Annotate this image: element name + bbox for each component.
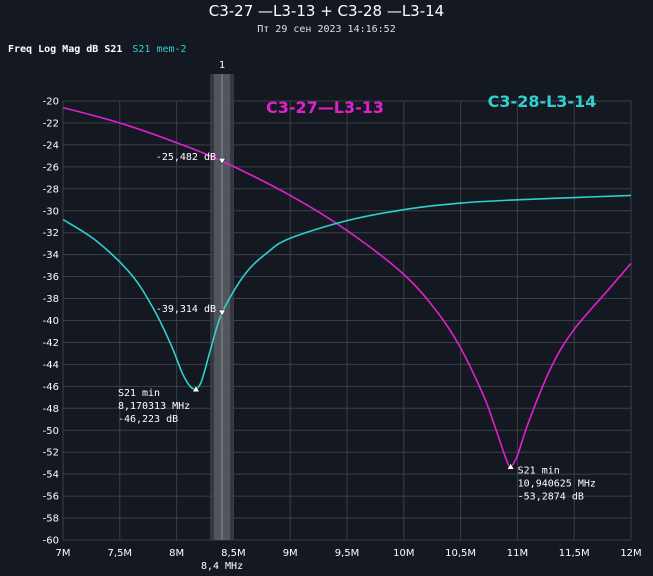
x-tick-label: 9M <box>283 548 298 559</box>
chart-grid <box>62 100 632 541</box>
y-tick-label: -48 <box>43 404 59 415</box>
marker-frequency: 8,4 MHz <box>201 561 243 572</box>
x-tick-label: 10M <box>393 548 414 559</box>
y-tick-label: -32 <box>43 228 59 239</box>
x-tick-label: 10,5M <box>445 548 476 559</box>
series-line-c3-28-l3-14 <box>62 194 632 390</box>
y-tick-label: -54 <box>43 470 59 481</box>
y-tick-label: -56 <box>43 492 59 503</box>
memory-trace-label: S21 mem-2 <box>132 44 187 55</box>
y-tick-label: -30 <box>43 206 59 217</box>
chart-timestamp: Пт 29 сен 2023 14:16:52 <box>257 24 396 35</box>
y-tick-label: -50 <box>43 426 59 437</box>
min-annotation: S21 min 10,940625 MHz -53,2874 dB <box>518 465 596 502</box>
y-tick-label: -40 <box>43 316 59 327</box>
min-annotation-line: 8,170313 MHz <box>118 401 190 412</box>
marker-value-label: -25,482 dB <box>156 152 216 163</box>
y-tick-label: -26 <box>43 162 59 173</box>
measurement-format-label: Freq Log Mag dB S21 <box>8 44 123 55</box>
marker-value-label: -39,314 dB <box>156 304 216 315</box>
marker-number: 1 <box>219 60 225 71</box>
marker-point <box>218 309 226 317</box>
min-annotation-line: -53,2874 dB <box>518 491 584 502</box>
min-annotation-line: S21 min <box>518 465 560 476</box>
y-tick-label: -22 <box>43 118 59 129</box>
y-tick-label: -28 <box>43 184 59 195</box>
y-tick-label: -36 <box>43 272 59 283</box>
marker-point <box>218 157 226 165</box>
y-axis-ticks: -20 -22 -24 -26 -28 -30 -32 -34 -36 -38 -40 -42 -44 -… <box>43 97 59 547</box>
series-name-c3-27-l3-13: C3-27—L3-13 <box>266 98 384 117</box>
x-tick-label: 7M <box>56 548 71 559</box>
x-axis-ticks: 7M 7,5M 8M 8,5M 9M 9,5M 10M 10,5M 11M 11,5M 12M <box>56 548 642 559</box>
min-annotation-line: -46,223 dB <box>118 414 178 425</box>
x-tick-label: 8,5M <box>221 548 246 559</box>
min-annotation: S21 min 8,170313 MHz -46,223 dB <box>118 388 190 425</box>
min-annotation-line: S21 min <box>118 388 160 399</box>
min-annotation-line: 10,940625 MHz <box>518 478 596 489</box>
x-tick-label: 9,5M <box>335 548 360 559</box>
marker-1[interactable]: 1 8,4 MHz <box>201 60 243 572</box>
y-tick-label: -60 <box>43 536 59 547</box>
min-point <box>192 385 200 393</box>
series-name-c3-28-l3-14: C3-28-L3-14 <box>488 92 597 111</box>
y-tick-label: -42 <box>43 338 59 349</box>
plot-header: Freq Log Mag dB S21 S21 mem-2 <box>8 44 187 55</box>
y-tick-label: -46 <box>43 382 59 393</box>
y-tick-label: -44 <box>43 360 59 371</box>
chart-title: C3-27 —L3-13 + C3-28 —L3-14 <box>208 2 445 20</box>
y-tick-label: -24 <box>43 140 59 151</box>
x-tick-label: 11M <box>507 548 528 559</box>
y-tick-label: -34 <box>43 250 59 261</box>
x-tick-label: 12M <box>620 548 641 559</box>
y-tick-label: -52 <box>43 448 59 459</box>
min-point <box>506 462 515 470</box>
x-tick-label: 11,5M <box>559 548 590 559</box>
y-tick-label: -38 <box>43 294 59 305</box>
y-tick-label: -58 <box>43 514 59 525</box>
x-tick-label: 7,5M <box>108 548 133 559</box>
annotations-group: -25,482 dB -39,314 dB S21 min 8,170313 MHz -… <box>118 152 596 502</box>
x-tick-label: 8M <box>169 548 184 559</box>
y-tick-label: -20 <box>43 97 59 108</box>
